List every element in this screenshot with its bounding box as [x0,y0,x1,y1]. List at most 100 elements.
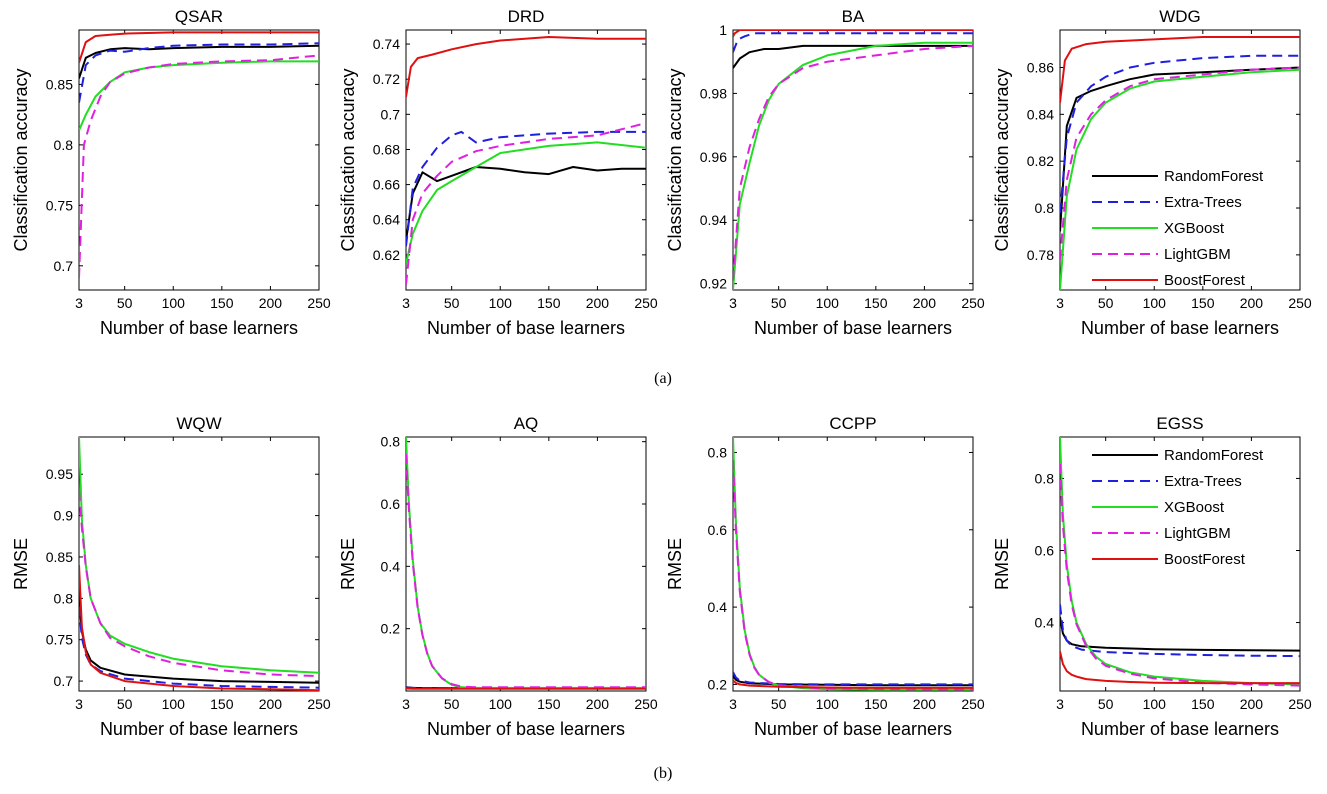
y-axis-label: Classification accuracy [665,68,685,251]
x-tick-label: 50 [771,696,787,712]
series-line-extra-trees [1060,605,1300,657]
y-tick-label: 0.8 [1035,200,1055,216]
y-tick-label: 0.4 [381,558,401,574]
x-axis-label: Number of base learners [754,719,952,739]
panel-label-a: (a) [654,370,672,387]
y-tick-label: 0.78 [1027,247,1054,263]
plot-frame [406,437,646,691]
x-tick-label: 100 [1143,696,1167,712]
x-tick-label: 50 [117,295,133,311]
chart-title: QSAR [175,7,223,26]
y-axis-label: Classification accuracy [11,68,31,251]
y-tick-label: 0.6 [1035,542,1055,558]
y-tick-label: 0.92 [700,276,727,292]
series-line-xgboost [406,142,646,263]
x-tick-label: 50 [444,696,460,712]
y-tick-label: 0.64 [373,212,400,228]
x-tick-label: 3 [1056,696,1064,712]
legend-label-extra-trees: Extra-Trees [1164,194,1242,211]
x-tick-label: 100 [162,696,186,712]
series-line-xgboost [79,61,319,130]
y-tick-label: 0.68 [373,141,400,157]
x-tick-label: 200 [913,295,937,311]
x-tick-label: 100 [816,696,840,712]
x-tick-label: 150 [864,696,888,712]
x-axis-label: Number of base learners [427,318,625,338]
y-tick-label: 0.2 [708,676,728,692]
series-line-lightgbm [733,460,973,689]
y-tick-label: 0.7 [54,258,74,274]
x-tick-label: 250 [634,295,658,311]
x-tick-label: 50 [444,295,460,311]
plot-frame [733,30,973,290]
x-tick-label: 100 [162,295,186,311]
y-tick-label: 0.86 [1027,59,1054,75]
legend-label-boostforest: BoostForest [1164,551,1246,568]
chart-title: BA [842,7,865,26]
x-tick-label: 100 [489,696,513,712]
x-tick-label: 150 [210,696,234,712]
series-line-lightgbm [733,46,973,281]
y-tick-label: 0.85 [46,549,73,565]
chart-title: DRD [508,7,545,26]
plot-frame [406,30,646,290]
y-tick-label: 0.96 [700,149,727,165]
x-axis-label: Number of base learners [1081,318,1279,338]
y-tick-label: 0.62 [373,247,400,263]
x-tick-label: 200 [586,295,610,311]
x-tick-label: 150 [537,295,561,311]
x-tick-label: 150 [1191,295,1215,311]
x-tick-label: 250 [307,295,331,311]
x-tick-label: 250 [961,696,985,712]
series-group [79,32,319,278]
series-line-lightgbm [1060,464,1300,686]
series-line-randomforest [733,46,973,68]
series-group [79,437,319,690]
series-line-xgboost [733,43,973,290]
x-tick-label: 3 [75,295,83,311]
x-tick-label: 50 [771,295,787,311]
y-tick-label: 0.66 [373,177,400,193]
y-tick-label: 0.8 [1035,470,1055,486]
x-tick-label: 100 [489,295,513,311]
x-tick-label: 200 [586,696,610,712]
x-axis-label: Number of base learners [1081,719,1279,739]
y-tick-label: 0.75 [46,197,73,213]
y-tick-label: 0.6 [708,522,728,538]
y-tick-label: 0.2 [381,621,401,637]
y-tick-label: 0.8 [54,137,74,153]
y-axis-label: RMSE [665,538,685,590]
y-axis-label: RMSE [338,538,358,590]
series-line-randomforest [1060,617,1300,651]
y-tick-label: 0.6 [381,496,401,512]
y-tick-label: 0.74 [373,36,400,52]
plot-frame [79,437,319,691]
series-line-extra-trees [79,607,319,688]
x-tick-label: 3 [402,696,410,712]
legend-label-xgboost: XGBoost [1164,220,1225,237]
x-axis-label: Number of base learners [754,318,952,338]
series-group [733,437,973,690]
x-tick-label: 150 [210,295,234,311]
x-tick-label: 3 [75,696,83,712]
y-tick-label: 1 [719,22,727,38]
series-group [406,37,646,285]
x-tick-label: 200 [913,696,937,712]
plot-frame [79,30,319,290]
x-tick-label: 3 [729,295,737,311]
x-axis-label: Number of base learners [100,318,298,338]
series-line-xgboost [733,437,973,690]
chart-title: CCPP [829,414,876,433]
y-tick-label: 0.72 [373,71,400,87]
series-line-xgboost [406,437,646,688]
series-group [733,30,973,290]
panel-label-b: (b) [654,765,673,782]
series-line-lightgbm [79,491,319,676]
y-tick-label: 0.7 [54,673,74,689]
